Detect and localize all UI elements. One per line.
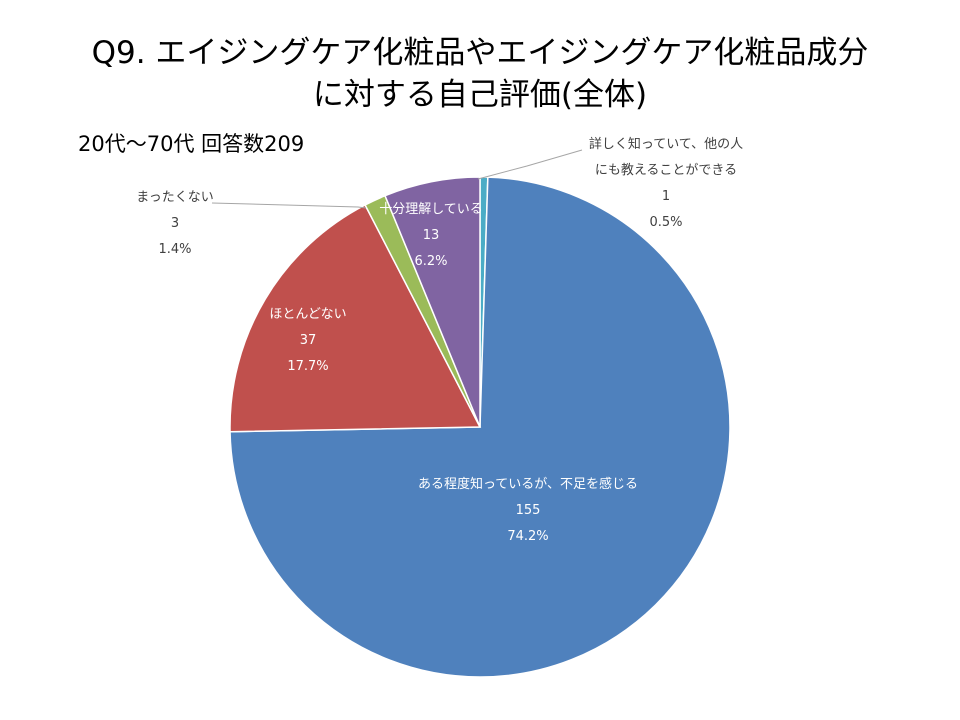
chart-subtitle: 20代～70代 回答数209	[78, 132, 305, 156]
slice-label-3-line-0: まったくない	[136, 190, 213, 205]
leader-line-3	[211, 202, 367, 209]
chart-title: Q9. エイジングケア化粧品やエイジングケア化粧品成分 に対する自己評価(全体)	[0, 32, 960, 116]
slice-count-3: 3	[171, 216, 179, 231]
slice-label-0-line-0: 詳しく知っていて、他の人	[589, 136, 743, 152]
slice-percent-3: 1.4%	[158, 242, 191, 257]
slice-count-1: 155	[516, 503, 541, 518]
slice-count-2: 37	[300, 333, 317, 348]
slice-label-4-line-0: 十分理解している	[379, 202, 483, 217]
slice-percent-2: 17.7%	[287, 359, 328, 374]
pie-slice-2	[229, 203, 482, 433]
slice-count-0: 1	[662, 189, 670, 204]
chart-title-line-2: に対する自己評価(全体)	[312, 77, 648, 113]
slice-label-2-line-0: ほとんどない	[269, 307, 346, 322]
slice-percent-4: 6.2%	[414, 254, 447, 269]
leader-line-0	[477, 149, 583, 180]
slice-percent-0: 0.5%	[649, 215, 682, 230]
chart-title-line-1: Q9. エイジングケア化粧品やエイジングケア化粧品成分	[91, 35, 869, 71]
slice-label-1-line-0: ある程度知っているが、不足を感じる	[418, 476, 638, 492]
pie-slices	[229, 176, 731, 678]
slice-percent-1: 74.2%	[507, 529, 548, 544]
slice-count-4: 13	[423, 228, 440, 243]
slice-label-0-line-1: にも教えることができる	[595, 162, 737, 178]
pie-slice-4	[384, 176, 481, 428]
